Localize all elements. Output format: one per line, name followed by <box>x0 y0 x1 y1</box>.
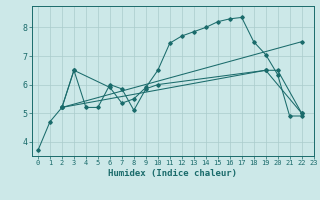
X-axis label: Humidex (Indice chaleur): Humidex (Indice chaleur) <box>108 169 237 178</box>
